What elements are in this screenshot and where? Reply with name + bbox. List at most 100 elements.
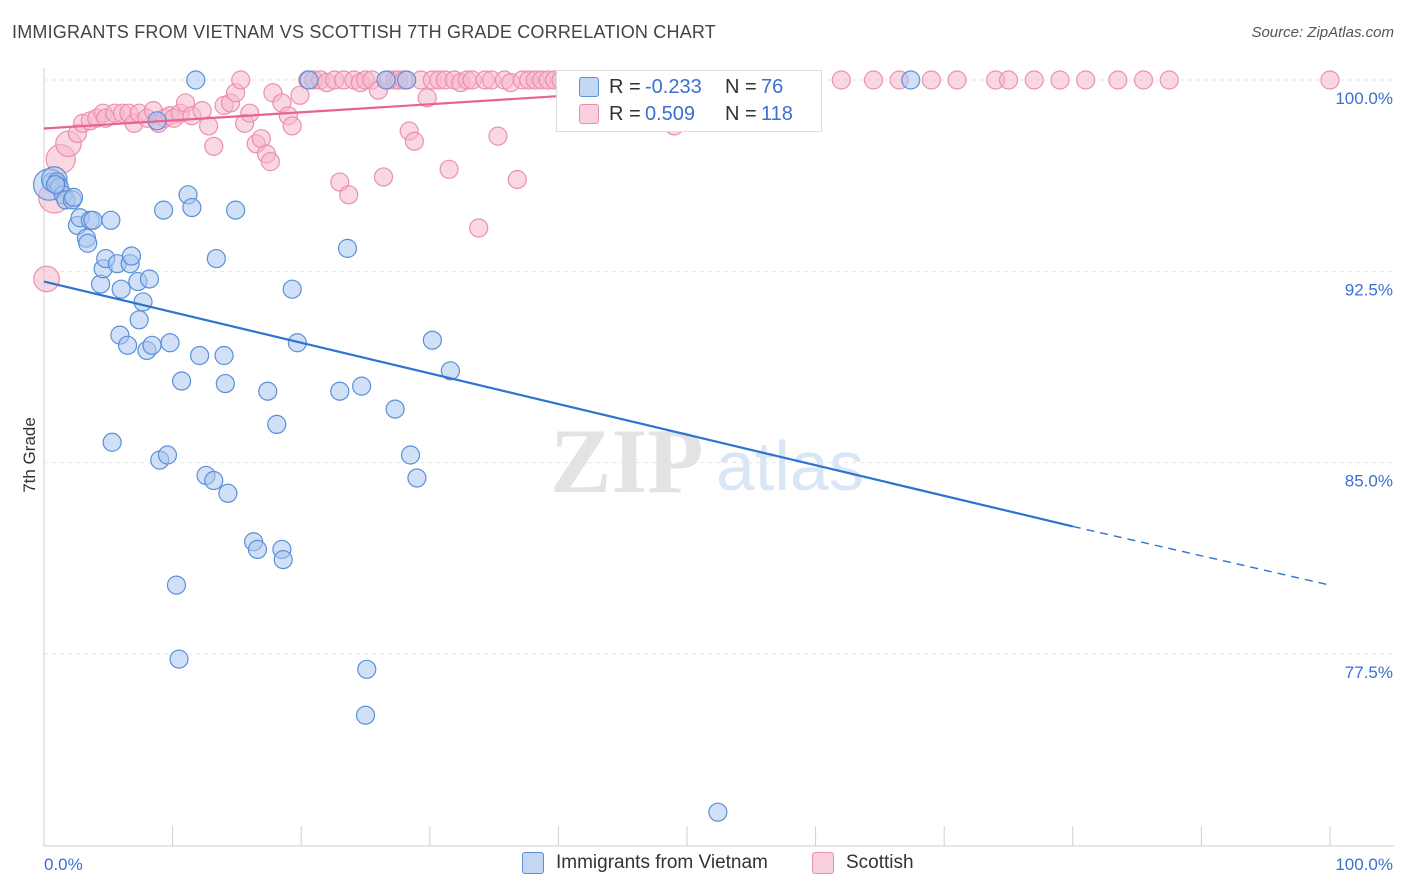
data-point-scottish: [439, 159, 459, 179]
data-point-scottish: [947, 70, 967, 90]
data-point-vietnam: [182, 197, 202, 218]
legend-row-vietnam: R = -0.233 N = 76: [579, 75, 783, 99]
data-point-vietnam: [166, 575, 187, 595]
data-point-vietnam: [102, 432, 122, 452]
data-point-vietnam: [218, 483, 238, 503]
data-point-vietnam: [45, 174, 66, 195]
data-point-vietnam: [708, 802, 728, 822]
legend-n-value: 76: [761, 75, 784, 98]
legend-label-vietnam: Immigrants from Vietnam: [556, 852, 768, 873]
data-point-scottish: [33, 265, 60, 293]
legend-r-label: R =: [609, 75, 641, 98]
data-point-vietnam: [400, 445, 421, 465]
data-point-scottish: [863, 70, 884, 90]
legend-label-scottish: Scottish: [846, 852, 914, 873]
legend-r-value: -0.233: [645, 75, 702, 98]
data-point-vietnam: [160, 333, 180, 353]
data-point-vietnam: [83, 210, 103, 230]
legend-n-label: N =: [725, 102, 757, 125]
data-point-scottish: [199, 116, 219, 136]
data-point-scottish: [1108, 70, 1128, 90]
data-point-vietnam: [169, 649, 189, 669]
data-point-scottish: [507, 169, 527, 190]
data-point-vietnam: [422, 330, 442, 350]
data-point-vietnam: [153, 200, 174, 220]
data-point-vietnam: [157, 445, 178, 465]
data-point-vietnam: [206, 248, 226, 269]
data-point-vietnam: [121, 246, 142, 266]
correlation-legend: R = -0.233 N = 76 R = 0.509 N = 118: [556, 70, 822, 132]
data-point-vietnam: [385, 399, 405, 419]
data-point-vietnam: [273, 550, 293, 570]
data-point-scottish: [921, 70, 941, 90]
data-point-vietnam: [267, 414, 287, 434]
watermark-atlas: atlas: [716, 427, 864, 505]
data-point-vietnam: [111, 279, 131, 299]
legend-swatch-pink: [812, 852, 834, 874]
data-point-vietnam: [186, 70, 206, 90]
data-point-vietnam: [357, 659, 377, 679]
data-point-scottish: [469, 218, 489, 238]
watermark-zip: ZIP: [550, 410, 703, 512]
data-point-scottish: [488, 126, 508, 146]
data-point-scottish: [1133, 70, 1154, 90]
chart-title: IMMIGRANTS FROM VIETNAM VS SCOTTISH 7TH …: [12, 22, 716, 42]
data-point-vietnam: [397, 70, 417, 90]
data-point-scottish: [831, 70, 851, 90]
legend-item-vietnam[interactable]: Immigrants from Vietnam: [522, 852, 768, 874]
data-point-vietnam: [258, 381, 278, 401]
data-point-vietnam: [172, 371, 192, 391]
data-point-scottish: [1050, 70, 1070, 90]
legend-swatch-pink: [579, 104, 599, 124]
data-point-vietnam: [78, 233, 98, 253]
legend-r-label: R =: [609, 102, 641, 125]
data-point-scottish: [1024, 70, 1044, 90]
data-point-vietnam: [299, 70, 319, 90]
data-point-scottish: [1320, 70, 1340, 90]
data-point-vietnam: [63, 187, 84, 207]
series-legend: Immigrants from Vietnam Scottish: [0, 850, 1406, 880]
data-point-scottish: [290, 85, 310, 105]
legend-r-value: 0.509: [645, 102, 696, 125]
data-point-scottish: [204, 136, 224, 156]
x-tick-label-max: 100.0%: [1335, 855, 1393, 874]
y-tick-label: 85.0%: [1345, 472, 1393, 491]
legend-row-scottish: R = 0.509 N = 118: [579, 102, 793, 126]
data-point-vietnam: [282, 279, 302, 299]
data-point-vietnam: [440, 361, 460, 381]
y-tick-label: 92.5%: [1345, 280, 1393, 299]
data-point-vietnam: [901, 70, 921, 90]
x-tick-label-min: 0.0%: [44, 855, 83, 874]
y-axis-label: 7th Grade: [20, 417, 39, 493]
data-point-scottish: [282, 116, 302, 136]
data-point-vietnam: [226, 200, 246, 220]
data-point-scottish: [339, 185, 359, 205]
data-point-vietnam: [214, 345, 234, 366]
data-point-vietnam: [407, 468, 427, 488]
data-point-vietnam: [139, 269, 160, 289]
legend-n-value: 118: [761, 102, 793, 125]
legend-swatch-blue: [522, 852, 544, 874]
data-point-scottish: [240, 103, 260, 123]
data-point-scottish: [1159, 70, 1179, 90]
legend-item-scottish[interactable]: Scottish: [812, 852, 914, 874]
watermark: ZIP atlas: [550, 410, 864, 512]
axis-labels: 100.0% 92.5% 85.0% 77.5% 0.0% 100.0%: [44, 89, 1393, 874]
grid-layer: [44, 79, 1394, 655]
data-point-scottish: [404, 131, 424, 151]
data-point-vietnam: [330, 381, 350, 401]
data-point-vietnam: [117, 335, 138, 355]
data-point-vietnam: [101, 210, 121, 230]
data-point-vietnam: [129, 310, 149, 330]
data-point-scottish: [373, 167, 394, 187]
data-point-scottish: [231, 70, 251, 90]
trend-line-extension-vietnam: [1072, 525, 1331, 586]
data-point-vietnam: [376, 70, 396, 90]
data-point-scottish: [1076, 70, 1096, 90]
data-point-scottish: [260, 152, 280, 172]
data-point-vietnam: [355, 705, 376, 725]
series-vietnam: [32, 70, 921, 822]
y-tick-label: 100.0%: [1335, 89, 1393, 108]
data-point-vietnam: [337, 238, 358, 258]
